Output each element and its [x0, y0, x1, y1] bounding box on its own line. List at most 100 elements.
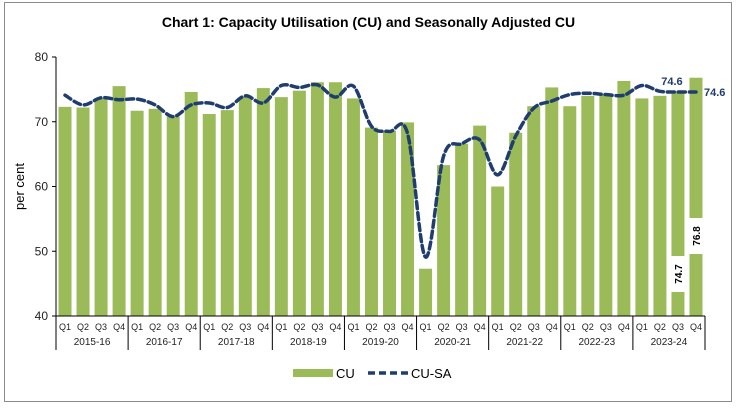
- cu-sa-line: [63, 82, 698, 259]
- axes: 40 50 60 70 80 per cent Q1 Q2 Q3 Q4 Q1 Q2 Q3 Q4 Q1 Q2 Q3…: [12, 50, 706, 350]
- y-axis-title: per cent: [12, 163, 27, 210]
- x-tick-label-quarter: Q3: [528, 322, 540, 332]
- x-tick-label-quarter: Q1: [131, 322, 143, 332]
- y-tick-label: 40: [35, 309, 49, 323]
- x-tick-label-quarter: Q3: [456, 322, 468, 332]
- x-tick-label-year: 2022-23: [578, 337, 615, 348]
- x-tick-label-quarter: Q4: [185, 322, 197, 332]
- x-tick-label-quarter: Q1: [492, 322, 504, 332]
- x-tick-label-year: 2016-17: [146, 337, 183, 348]
- cu-bar: [256, 88, 270, 316]
- legend: CU CU-SA: [293, 366, 452, 381]
- x-tick-label-quarter: Q3: [672, 322, 684, 332]
- cu-sa-data-label: 74.6: [661, 76, 682, 88]
- cu-bar: [328, 82, 342, 316]
- x-tick-label-year: 2023-24: [651, 337, 688, 348]
- cu-sa-series-line: [63, 82, 698, 259]
- cu-bar: [292, 90, 306, 316]
- cu-bar: [383, 130, 397, 316]
- x-tick-label-quarter: Q4: [690, 322, 702, 332]
- x-tick-label-quarter: Q4: [618, 322, 630, 332]
- cu-bar: [94, 98, 108, 316]
- x-tick-label-year: 2017-18: [218, 337, 255, 348]
- cu-bar: [563, 106, 577, 317]
- cu-bar: [509, 132, 523, 316]
- cu-bars: [58, 77, 703, 317]
- x-tick-label-quarter: Q2: [582, 322, 594, 332]
- x-tick-label-quarter: Q2: [365, 322, 377, 332]
- x-tick-label-quarter: Q2: [438, 322, 450, 332]
- x-tick-label-quarter: Q3: [600, 322, 612, 332]
- x-tick-label-year: 2018-19: [290, 337, 327, 348]
- x-tick-label-quarter: Q1: [636, 322, 648, 332]
- x-tick-label-quarter: Q4: [257, 322, 269, 332]
- x-tick-label-quarter: Q1: [59, 322, 71, 332]
- y-tick-label: 50: [35, 244, 49, 258]
- x-tick-label-quarter: Q3: [95, 322, 107, 332]
- cu-sa-data-label: 74.6: [704, 87, 725, 99]
- cu-bar: [238, 97, 252, 317]
- cu-bar: [364, 127, 378, 316]
- x-tick-label-quarter: Q2: [293, 322, 305, 332]
- cu-bar: [76, 107, 90, 316]
- x-tick-label-quarter: Q4: [329, 322, 341, 332]
- chart-title: Chart 1: Capacity Utilisation (CU) and S…: [161, 14, 576, 30]
- y-tick-label: 80: [35, 50, 49, 64]
- cu-data-label: 76.8: [692, 226, 703, 246]
- x-tick-label-quarter: Q2: [221, 322, 233, 332]
- cu-bar: [130, 110, 144, 317]
- x-tick-label-quarter: Q2: [149, 322, 161, 332]
- cu-bar: [401, 122, 415, 317]
- x-tick-label-quarter: Q2: [654, 322, 666, 332]
- x-tick-label-quarter: Q1: [203, 322, 215, 332]
- cu-bar: [653, 95, 667, 316]
- cu-bar: [274, 97, 288, 317]
- x-tick-label-quarter: Q2: [77, 322, 89, 332]
- y-tick-label: 70: [35, 115, 49, 129]
- cu-bar: [419, 268, 433, 316]
- cu-bar: [112, 86, 126, 316]
- cu-data-label-bg: [689, 218, 703, 254]
- cu-data-label-bg: [671, 256, 685, 292]
- cu-bar: [473, 125, 487, 316]
- x-tick-label-quarter: Q4: [113, 322, 125, 332]
- cu-bar: [202, 113, 216, 316]
- cu-data-label: 74.7: [674, 264, 685, 284]
- cu-bar: [527, 106, 541, 317]
- x-tick-label-quarter: Q2: [510, 322, 522, 332]
- chart-frame: [4, 2, 732, 402]
- cu-bar: [58, 106, 72, 316]
- x-tick-label-quarter: Q3: [384, 322, 396, 332]
- x-tick-label-year: 2019-20: [362, 337, 399, 348]
- cu-bar: [599, 93, 613, 316]
- cu-bar: [310, 82, 324, 316]
- x-tick-label-quarter: Q4: [474, 322, 486, 332]
- x-tick-label-year: 2020-21: [434, 337, 471, 348]
- x-tick-label-quarter: Q3: [239, 322, 251, 332]
- x-tick-label-year: 2015-16: [74, 337, 111, 348]
- x-tick-label-quarter: Q1: [420, 322, 432, 332]
- x-tick-label-year: 2021-22: [506, 337, 543, 348]
- cu-bar: [581, 95, 595, 316]
- cu-bar: [635, 98, 649, 316]
- x-tick-label-quarter: Q3: [167, 322, 179, 332]
- cu-bar: [346, 98, 360, 316]
- cu-bar: [220, 110, 234, 316]
- y-tick-label: 60: [35, 180, 49, 194]
- x-tick-label-quarter: Q4: [546, 322, 558, 332]
- legend-swatch-cu: [293, 369, 333, 377]
- x-tick-label-quarter: Q4: [402, 322, 414, 332]
- cu-bar: [148, 108, 162, 316]
- cu-bar: [184, 91, 198, 316]
- cu-bar: [166, 116, 180, 316]
- cu-bar: [545, 87, 559, 317]
- x-tick-label-quarter: Q1: [347, 322, 359, 332]
- cu-bar: [455, 143, 469, 316]
- legend-label-cu-sa: CU-SA: [411, 366, 452, 381]
- x-tick-label-quarter: Q1: [275, 322, 287, 332]
- cu-bar: [437, 165, 451, 316]
- x-tick-label-quarter: Q3: [311, 322, 323, 332]
- legend-label-cu: CU: [336, 366, 355, 381]
- cu-bar: [491, 186, 505, 316]
